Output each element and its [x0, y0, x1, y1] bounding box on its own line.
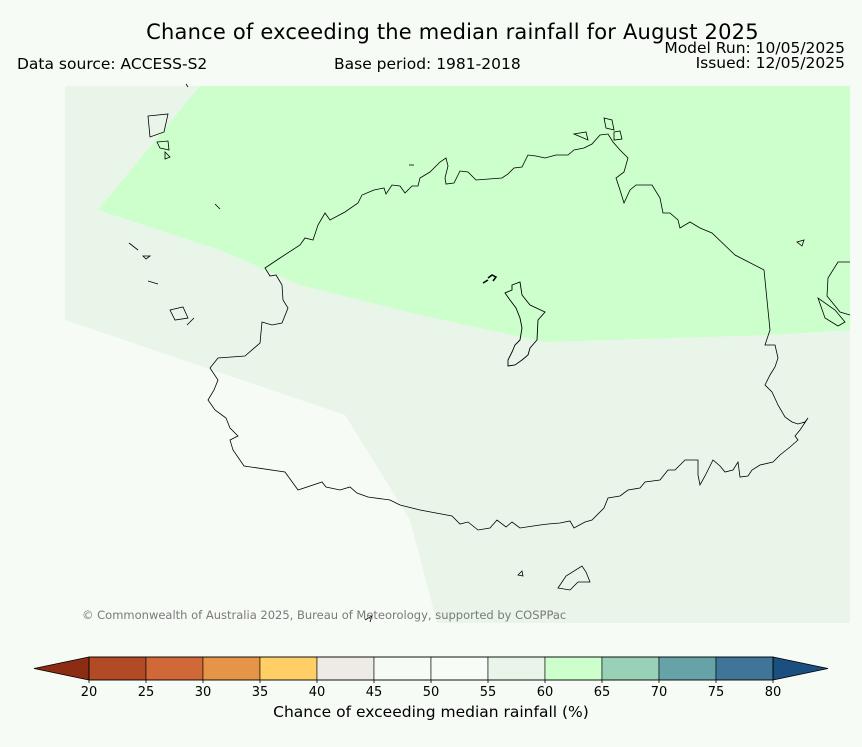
page-title: Chance of exceeding the median rainfall … — [146, 20, 759, 44]
base-period-label: Base period: 1981-2018 — [334, 55, 521, 73]
colorbar-bin — [601, 656, 660, 681]
colorbar-tick-label: 55 — [480, 685, 497, 700]
colorbar-tick-label: 35 — [252, 685, 269, 700]
colorbar-tick-label: 30 — [195, 685, 212, 700]
coastline-main-island — [207, 133, 809, 531]
colorbar-tick-label: 20 — [81, 685, 98, 700]
colorbar-bin — [487, 656, 546, 681]
colorbar-bin — [715, 656, 774, 681]
issued-label: Issued: 12/05/2025 — [695, 54, 845, 72]
colorbar-bin — [145, 656, 204, 681]
islands — [128, 83, 851, 623]
colorbar-tick-label: 50 — [423, 685, 440, 700]
lake-inlet — [482, 274, 498, 284]
colorbar-bin — [544, 656, 603, 681]
colorbar-bin — [430, 656, 489, 681]
colorbar-bin — [202, 656, 261, 681]
colorbar-bin — [373, 656, 432, 681]
colorbar-tick-label: 60 — [537, 685, 554, 700]
colorbar-bin — [658, 656, 717, 681]
colorbar-tick-label: 80 — [765, 685, 782, 700]
data-source-label: Data source: ACCESS-S2 — [17, 55, 208, 73]
colorbar-tick-label: 65 — [594, 685, 611, 700]
copyright-notice: © Commonwealth of Australia 2025, Bureau… — [82, 608, 567, 622]
colorbar-caption: Chance of exceeding median rainfall (%) — [273, 703, 589, 721]
colorbar-tick-label: 25 — [138, 685, 155, 700]
colorbar-over-arrow — [772, 656, 829, 681]
colorbar: 20 25 30 35 40 45 50 55 60 65 70 75 80 — [33, 656, 829, 700]
zone-60-65 — [98, 86, 850, 342]
colorbar-tick-label: 70 — [651, 685, 668, 700]
colorbar-under-arrow — [33, 656, 90, 681]
colorbar-bin — [88, 656, 147, 681]
colorbar-tick-label: 40 — [309, 685, 326, 700]
model-run-label: Model Run: 10/05/2025 — [664, 39, 845, 57]
lake-outline — [504, 281, 546, 367]
colorbar-bin — [259, 656, 318, 681]
colorbar-bin — [316, 656, 375, 681]
colorbar-tick-label: 45 — [366, 685, 383, 700]
run-info: Model Run: 10/05/2025 Issued: 12/05/2025 — [664, 39, 845, 72]
colorbar-tick-label: 75 — [708, 685, 725, 700]
